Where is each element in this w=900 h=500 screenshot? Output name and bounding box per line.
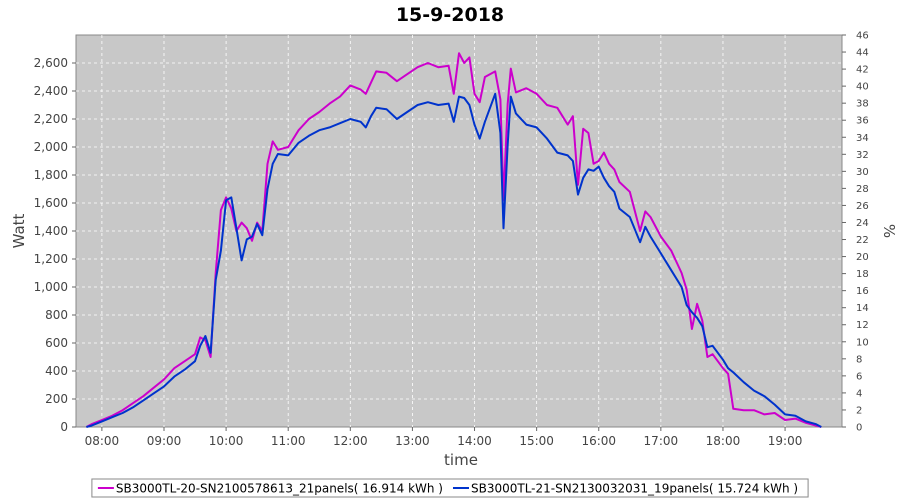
x-tick-label: 17:00 (644, 434, 679, 448)
y2-tick-label: 20 (856, 252, 869, 263)
chart-title: 15-9-2018 (396, 4, 504, 26)
y-tick-label: 2,400 (34, 84, 68, 98)
y-tick-label: 2,600 (34, 56, 68, 70)
y2-tick-label: 38 (856, 99, 869, 110)
legend: SB3000TL-20-SN2100578613_21panels( 16.91… (91, 478, 809, 498)
y2-tick-label: 24 (856, 218, 869, 229)
y2-tick-label: 46 (856, 31, 869, 42)
legend-box (91, 478, 809, 498)
x-tick-label: 09:00 (147, 434, 182, 448)
y-tick-label: 2,200 (34, 112, 68, 126)
y2-tick-label: 22 (856, 235, 869, 246)
y-tick-label: 1,800 (34, 168, 68, 182)
x-tick-label: 19:00 (768, 434, 803, 448)
y2-tick-label: 10 (856, 337, 869, 348)
y-axis-ticks: 0 200 400 600 800 1,000 1,200 1,400 1,600 1,800 2,… (34, 56, 76, 434)
y2-tick-label: 40 (856, 82, 869, 93)
y2-tick-label: 16 (856, 286, 869, 297)
x-tick-label: 13:00 (395, 434, 430, 448)
y-tick-label: 1,200 (34, 252, 68, 266)
y2-tick-label: 26 (856, 201, 869, 212)
y2-axis-label: % (880, 224, 898, 238)
y-tick-label: 1,000 (34, 280, 68, 294)
y-tick-label: 400 (45, 364, 68, 378)
y2-tick-label: 18 (856, 269, 869, 280)
y2-axis-ticks: 0246810121416182022242628303234363840424… (842, 31, 869, 434)
y2-tick-label: 34 (856, 133, 869, 144)
y-tick-label: 2,000 (34, 140, 68, 154)
legend-entry-2: SB3000TL-21-SN2130032031_19panels( 15.72… (471, 482, 798, 496)
y-axis-label: Watt (10, 213, 28, 248)
legend-entry-1: SB3000TL-20-SN2100578613_21panels( 16.91… (116, 482, 443, 496)
y2-tick-label: 14 (856, 303, 869, 314)
y-tick-label: 600 (45, 336, 68, 350)
y-tick-label: 1,400 (34, 224, 68, 238)
y-tick-label: 800 (45, 308, 68, 322)
x-axis-label: time (444, 451, 478, 469)
x-tick-label: 16:00 (581, 434, 616, 448)
y-tick-label: 0 (60, 420, 68, 434)
y2-tick-label: 42 (856, 65, 869, 76)
x-tick-label: 08:00 (85, 434, 120, 448)
y-tick-label: 200 (45, 392, 68, 406)
y2-tick-label: 28 (856, 184, 869, 195)
x-tick-label: 10:00 (209, 434, 244, 448)
grid (76, 35, 842, 427)
x-tick-label: 15:00 (519, 434, 554, 448)
x-tick-label: 14:00 (457, 434, 492, 448)
y2-tick-label: 30 (856, 167, 869, 178)
x-tick-label: 12:00 (333, 434, 368, 448)
y2-tick-label: 6 (856, 371, 862, 382)
x-tick-label: 11:00 (271, 434, 306, 448)
series-line-2 (86, 92, 822, 428)
y2-tick-label: 2 (856, 405, 862, 416)
x-tick-label: 18:00 (706, 434, 741, 448)
y-tick-label: 1,600 (34, 196, 68, 210)
series-line-1 (85, 52, 822, 428)
y2-tick-label: 12 (856, 320, 869, 331)
y2-tick-label: 0 (856, 423, 862, 434)
y2-tick-label: 32 (856, 150, 869, 161)
series-lines (85, 52, 822, 428)
y2-tick-label: 4 (856, 388, 862, 399)
x-axis-ticks: 08:00 09:00 10:00 11:00 12:00 13:00 14:00 15:00… (85, 427, 803, 448)
y2-tick-label: 44 (856, 48, 869, 59)
y2-tick-label: 36 (856, 116, 869, 127)
y2-tick-label: 8 (856, 354, 862, 365)
